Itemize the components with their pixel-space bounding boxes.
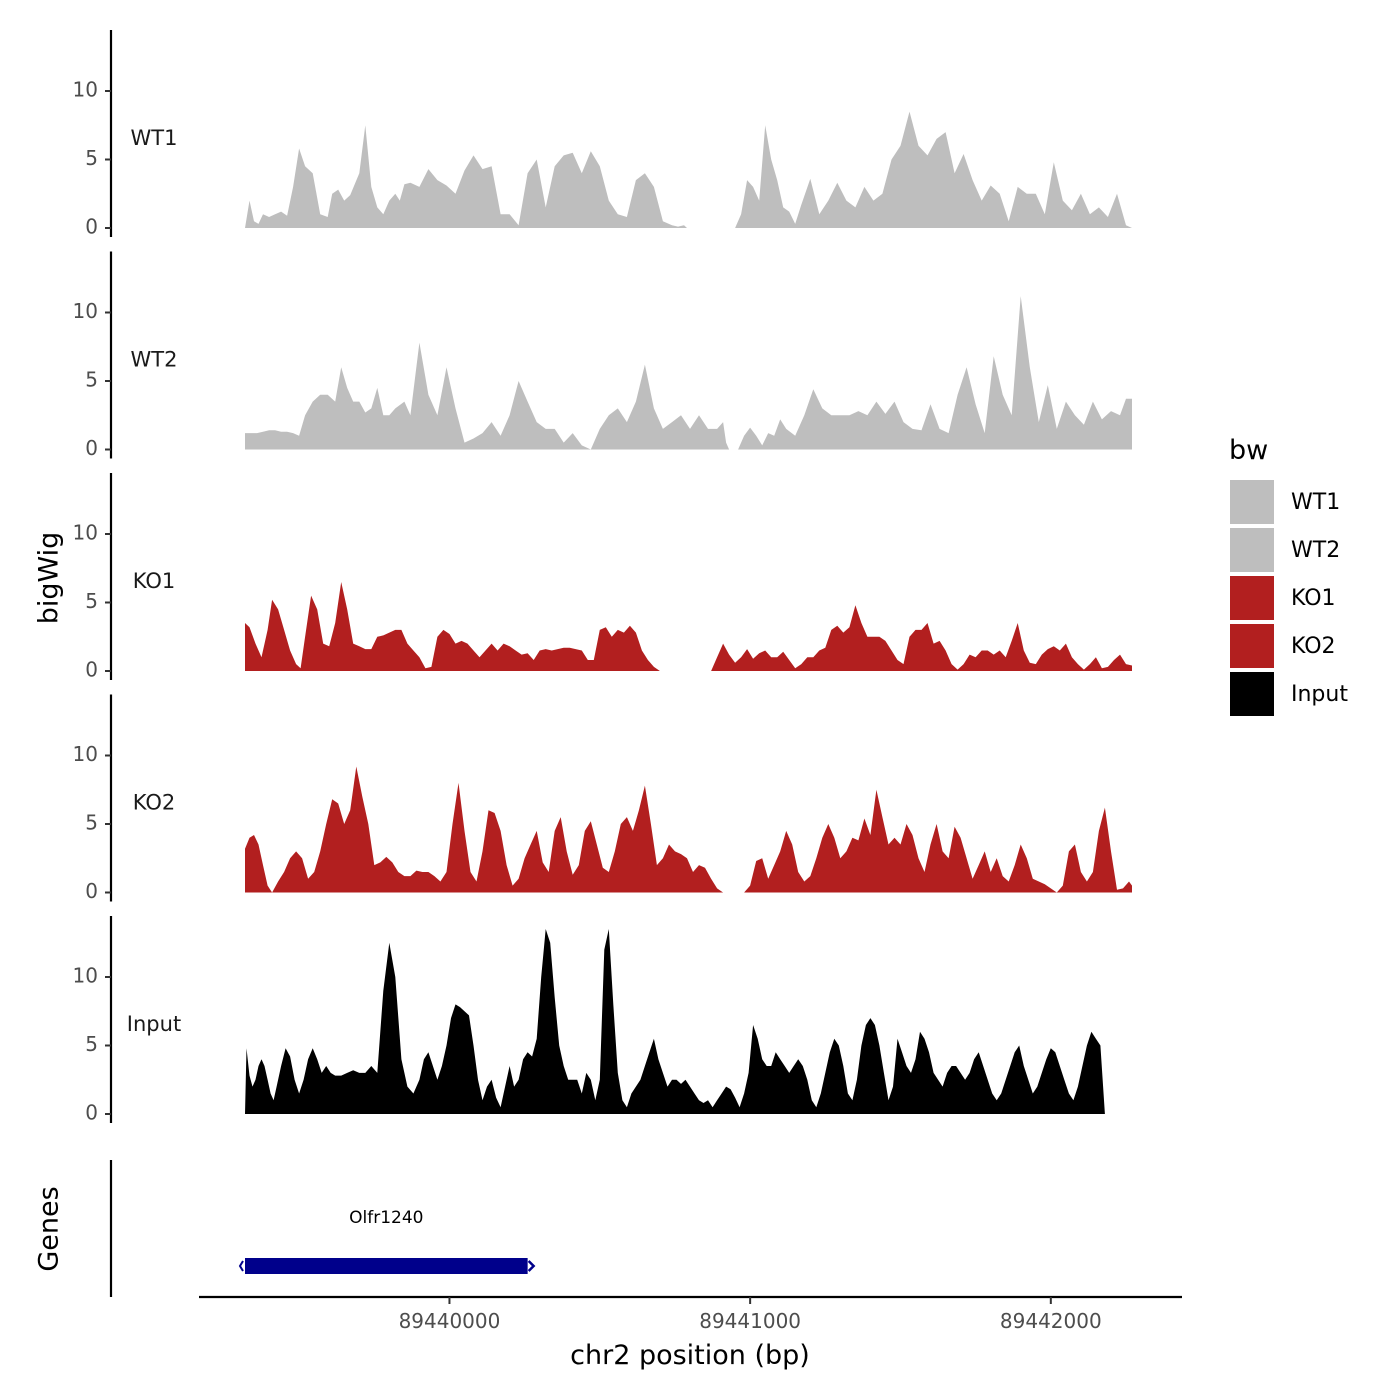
legend-key-ko2 (1230, 624, 1274, 668)
y-tick-label: 5 (85, 368, 98, 392)
y-axis-title: bigWig (34, 532, 65, 625)
y-tick-label: 10 (73, 78, 98, 102)
y-tick-label: 0 (85, 1101, 98, 1125)
genes-panel: Genes Olfr1240 (34, 1160, 536, 1297)
x-tick-label: 89441000 (699, 1309, 801, 1333)
y-tick-label: 0 (85, 215, 98, 239)
y-tick-label: 10 (73, 742, 98, 766)
x-tick-label: 89442000 (1000, 1309, 1102, 1333)
legend-label-ko2: KO2 (1291, 634, 1336, 659)
signal-area-ko2-1 (245, 766, 727, 893)
y-tick-label: 5 (85, 589, 98, 613)
track-label-wt1: WT1 (131, 126, 178, 150)
signal-area-ko2-2 (744, 789, 1132, 893)
signal-area-wt2-2 (738, 296, 1132, 450)
legend-label-wt1: WT1 (1291, 490, 1340, 515)
track-panel-input: 0 5 10 Input (73, 916, 1131, 1125)
y-tick-label: 5 (85, 146, 98, 170)
y-tick-label: 0 (85, 436, 98, 460)
legend-label-wt2: WT2 (1291, 538, 1340, 563)
track-panel-wt2: 0 5 10 WT2 (73, 251, 1132, 460)
signal-area-wt2-1 (245, 342, 730, 450)
signal-area-input-1 (245, 929, 1131, 1114)
signal-area-ko1-2 (711, 605, 1132, 671)
y-tick-label: 0 (85, 658, 98, 682)
legend-title: bw (1229, 435, 1268, 466)
x-tick-label: 89440000 (399, 1309, 501, 1333)
track-panel-wt1: 0 5 10 WT1 (73, 30, 1132, 239)
x-axis: chr2 position (bp) 89440000 89441000 89442… (199, 1295, 1182, 1371)
legend-key-wt1 (1230, 480, 1274, 524)
legend-key-wt2 (1230, 528, 1274, 572)
legend-label-input: Input (1291, 682, 1348, 707)
track-panel-ko1: 0 5 10 KO1 (73, 473, 1132, 682)
signal-area-ko1-1 (245, 582, 666, 671)
x-axis-title: chr2 position (bp) (570, 1340, 810, 1371)
tracks-layer: 0 5 10 WT1 0 5 10 WT2 0 5 10 KO1 0 5 10 KO2 0 5 10 Input (73, 30, 1132, 1125)
y-tick-label: 10 (73, 964, 98, 988)
gene-start-arrow-icon (238, 1260, 244, 1272)
y-tick-label: 10 (73, 521, 98, 545)
signal-area-wt1-2 (735, 111, 1132, 228)
signal-area-wt1-1 (245, 125, 687, 228)
y-tick-label: 10 (73, 299, 98, 323)
legend-key-ko1 (1230, 576, 1274, 620)
legend-key-input (1230, 672, 1274, 716)
y-tick-label: 5 (85, 1032, 98, 1056)
track-label-input: Input (127, 1012, 181, 1036)
gene-label: Olfr1240 (349, 1208, 423, 1228)
track-label-ko1: KO1 (133, 569, 176, 593)
genes-panel-title: Genes (34, 1186, 65, 1271)
y-tick-label: 0 (85, 879, 98, 903)
gene-end-arrow-icon (527, 1260, 536, 1272)
legend: bw WT1 WT2 KO1 KO2 Input (1229, 435, 1348, 716)
track-label-ko2: KO2 (133, 790, 176, 814)
y-tick-label: 5 (85, 811, 98, 835)
track-label-wt2: WT2 (131, 347, 178, 371)
track-panel-ko2: 0 5 10 KO2 (73, 694, 1132, 903)
gene-body (245, 1258, 528, 1274)
legend-label-ko1: KO1 (1291, 586, 1336, 611)
